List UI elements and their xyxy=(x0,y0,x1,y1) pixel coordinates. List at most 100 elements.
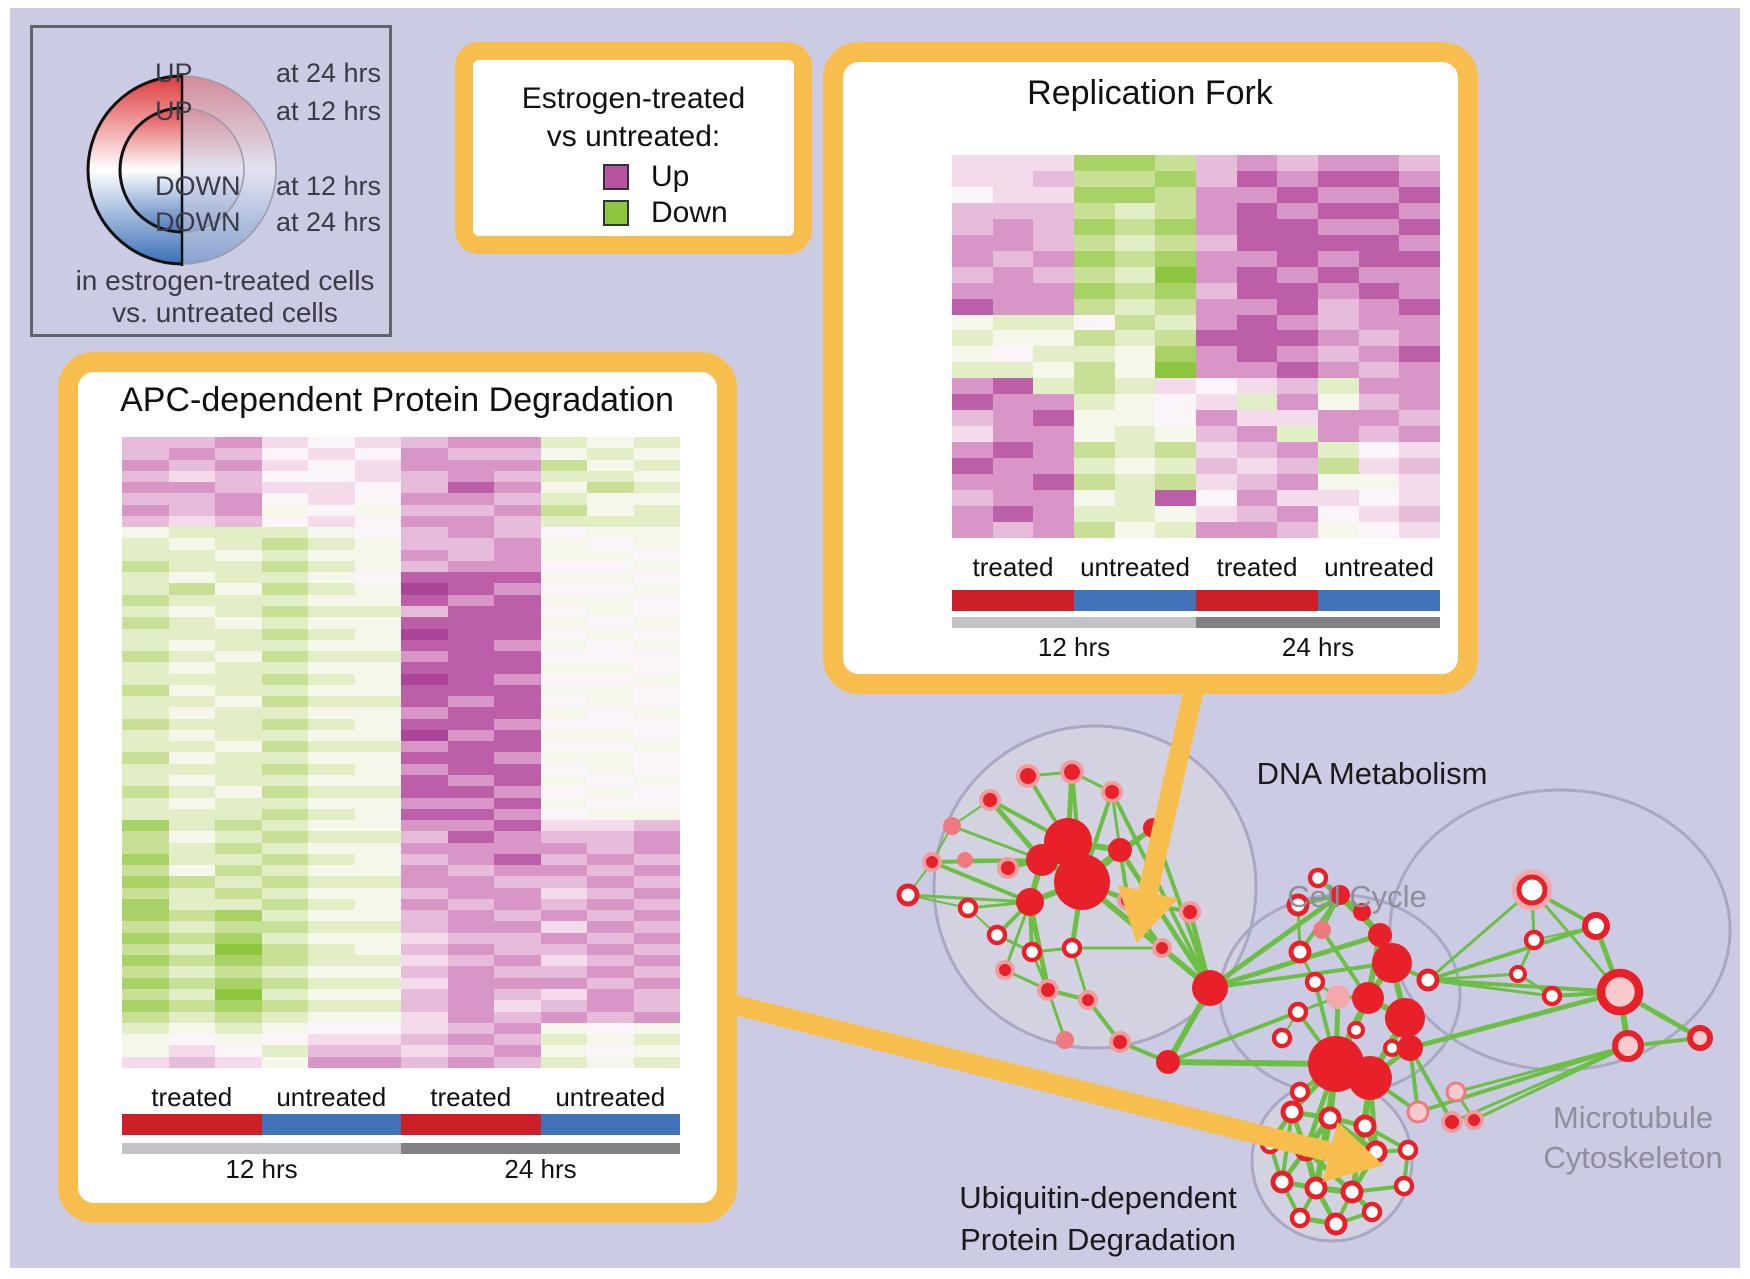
heatmap-cell xyxy=(1399,506,1440,523)
heatmap-cell xyxy=(261,662,308,674)
condition-bar-treated xyxy=(1196,590,1318,611)
ring-legend-box: UP at 24 hrs UP at 12 hrs DOWN at 12 hrs… xyxy=(30,25,392,337)
heatmap-cell xyxy=(633,820,680,832)
heatmap-cell xyxy=(261,774,308,787)
heatmap-cell xyxy=(587,1022,634,1035)
heatmap-cell xyxy=(992,362,1034,379)
group-label-untreated: untreated xyxy=(1324,552,1434,582)
heatmap-cell xyxy=(540,470,587,483)
ring-up12-dir: UP xyxy=(155,96,193,126)
heatmap-cell xyxy=(354,605,401,618)
heatmap-cell xyxy=(494,718,541,730)
heatmap-cell xyxy=(1074,234,1115,251)
heatmap-cell xyxy=(215,662,262,674)
heatmap-cell xyxy=(215,786,262,798)
heatmap-cell xyxy=(1277,266,1318,283)
heatmap-cell xyxy=(540,628,587,640)
heatmap-cell xyxy=(215,865,262,877)
heatmap-cell xyxy=(633,527,680,539)
heatmap-cell xyxy=(168,1034,215,1046)
network-node xyxy=(1288,940,1312,964)
heatmap-cell xyxy=(447,594,494,606)
heatmap-cell xyxy=(261,808,308,821)
heatmap-cell xyxy=(1318,362,1359,379)
heatmap-cell xyxy=(952,426,993,443)
heatmap-cell xyxy=(261,684,308,697)
heatmap-cell xyxy=(540,921,587,933)
heatmap-cell xyxy=(494,651,541,663)
heatmap-cell xyxy=(447,1045,494,1057)
heatmap-cell xyxy=(587,966,634,978)
heatmap-cell xyxy=(633,763,680,775)
heatmap-cell xyxy=(587,673,634,685)
heatmap-cell xyxy=(168,662,215,674)
heatmap-cell xyxy=(215,1034,262,1046)
heatmap-cell xyxy=(215,684,262,697)
heatmap-cell xyxy=(308,977,355,990)
heatmap-cell xyxy=(1277,298,1318,315)
network-node xyxy=(1581,911,1611,941)
ring-up24-time: at 24 hrs xyxy=(275,58,381,88)
heatmap-cell xyxy=(1074,474,1115,491)
heatmap-cell xyxy=(122,865,169,877)
heatmap-cell xyxy=(540,842,587,854)
heatmap-cell xyxy=(122,437,169,449)
heatmap-cell xyxy=(168,493,215,505)
heatmap-cell xyxy=(1196,250,1237,267)
heatmap-cell xyxy=(494,910,541,922)
heatmap-cell xyxy=(261,1034,308,1046)
heatmap-cell xyxy=(540,560,587,573)
heatmap-cell xyxy=(215,459,262,471)
heatmap-cell xyxy=(447,673,494,685)
heatmap-cell xyxy=(1074,378,1115,395)
heatmap-cell xyxy=(447,684,494,697)
heatmap-cell xyxy=(401,741,448,753)
heatmap-cell xyxy=(1318,490,1359,507)
heatmap-cell xyxy=(952,394,993,411)
heatmap-cell xyxy=(354,1000,401,1012)
heatmap-cell xyxy=(1155,346,1196,363)
heatmap-cell xyxy=(447,1011,494,1023)
heatmap-cell xyxy=(354,932,401,944)
network-edge xyxy=(1208,892,1342,991)
network-node xyxy=(1347,1021,1365,1039)
heatmap-cell xyxy=(1318,298,1359,315)
heatmap-cell xyxy=(1196,394,1237,411)
heatmap-cell xyxy=(540,437,587,449)
heatmap-cell xyxy=(354,470,401,483)
heatmap-cell xyxy=(633,887,680,899)
heatmap-cell xyxy=(1196,155,1237,171)
heatmap-cell xyxy=(122,989,169,1001)
heatmap-cell xyxy=(1033,362,1074,379)
heatmap-cell xyxy=(1155,426,1196,443)
heatmap-cell xyxy=(122,527,169,539)
heatmap-cell xyxy=(587,729,634,742)
heatmap-cell xyxy=(447,808,494,821)
heatmap-cell xyxy=(447,572,494,584)
heatmap-cell xyxy=(308,887,355,899)
heatmap-cell xyxy=(354,842,401,854)
heatmap-cell xyxy=(1196,410,1237,427)
heatmap-cell xyxy=(447,752,494,764)
heatmap-cell xyxy=(1318,155,1359,171)
heatmap-cell xyxy=(1033,394,1074,411)
heatmap-cell xyxy=(447,955,494,967)
heatmap-cell xyxy=(494,1056,541,1068)
heatmap-cell xyxy=(261,628,308,640)
network-node xyxy=(1348,1056,1392,1100)
heatmap-cell xyxy=(633,538,680,550)
heatmap-cell xyxy=(1033,442,1074,459)
heatmap-cell xyxy=(215,774,262,787)
heatmap-cell xyxy=(1277,282,1318,299)
heatmap-cell xyxy=(122,572,169,584)
heatmap-cell xyxy=(992,410,1034,427)
heatmap-cell xyxy=(1074,298,1115,315)
time-bar xyxy=(122,1143,401,1154)
network-node xyxy=(1307,867,1329,889)
heatmap-cell xyxy=(122,853,169,866)
heatmap-cell xyxy=(992,346,1034,363)
heatmap-cell xyxy=(1074,314,1115,331)
heatmap-cell xyxy=(494,605,541,618)
heatmap-cell xyxy=(122,921,169,933)
heatmap-cell xyxy=(1114,474,1156,491)
